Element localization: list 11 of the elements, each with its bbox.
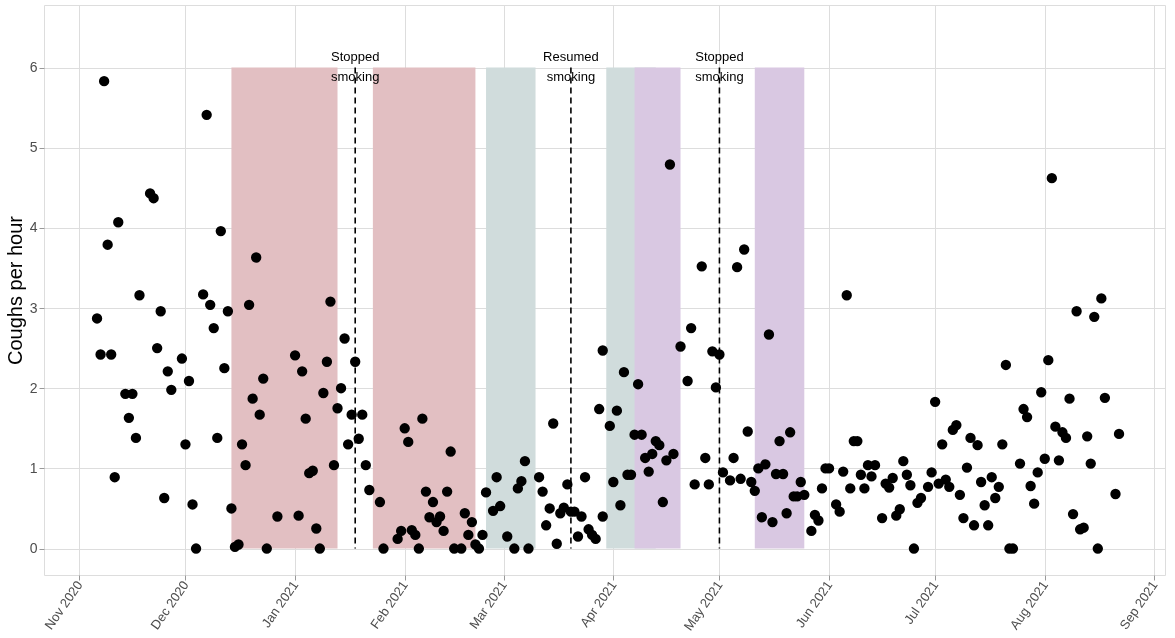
y-axis-title: Coughs per hour (3, 215, 26, 365)
y-tick-label: 2 (29, 379, 38, 396)
ref-line-label: Stopped smoking (330, 48, 380, 84)
y-tick-label: 6 (29, 59, 38, 76)
y-tick-label: 4 (29, 219, 38, 236)
y-tick-label: 1 (29, 459, 38, 476)
y-tick-label: 5 (29, 139, 38, 156)
y-tick-label: 0 (29, 540, 38, 557)
y-tick-label: 3 (29, 299, 38, 316)
ref-line-label: Resumed smoking (543, 48, 599, 84)
ref-line-label: Stopped smoking (695, 48, 744, 84)
